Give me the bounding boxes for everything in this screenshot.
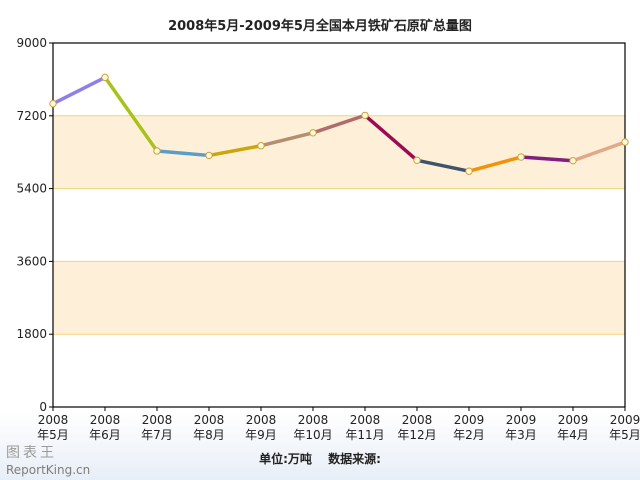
- x-tick-label-month: 年7月: [141, 428, 173, 442]
- series-segment: [415, 158, 471, 173]
- x-tick-label-year: 2008: [402, 413, 433, 427]
- series-segment: [571, 140, 627, 163]
- x-tick-label-year: 2008: [142, 413, 173, 427]
- y-tick-label: 0: [39, 400, 47, 414]
- plot-border: [52, 42, 626, 408]
- x-tick-label-year: 2009: [558, 413, 589, 427]
- series-segment: [311, 113, 367, 135]
- y-tick-label: 1800: [16, 327, 47, 341]
- data-point: [621, 138, 629, 146]
- watermark-logo: 图表王 ReportKing.cn: [6, 442, 90, 477]
- data-point: [309, 129, 317, 137]
- chart-title: 2008年5月-2009年5月全国本月铁矿石原矿总量图: [168, 19, 472, 34]
- series-segment: [103, 75, 159, 153]
- data-point: [257, 142, 265, 150]
- x-tick-label-year: 2009: [506, 413, 537, 427]
- plot-band: [53, 261, 625, 335]
- data-point: [361, 111, 369, 120]
- unit-label: 单位:万吨: [259, 452, 312, 466]
- x-tick-label-year: 2008: [350, 413, 381, 427]
- x-tick-label-year: 2008: [298, 413, 329, 427]
- x-tick-label-year: 2008: [38, 413, 69, 427]
- plot-background: [53, 43, 625, 407]
- series-segment: [155, 149, 211, 158]
- series-segment: [51, 75, 107, 106]
- x-tick-label-year: 2008: [194, 413, 225, 427]
- x-tick-label-month: 年5月: [609, 428, 640, 442]
- y-tick-label: 9000: [16, 36, 47, 50]
- x-tick-label-month: 年3月: [505, 428, 537, 442]
- series-segment: [259, 131, 315, 148]
- x-tick-label-month: 年2月: [453, 428, 485, 442]
- data-point: [205, 151, 213, 160]
- x-tick-label-year: 2009: [610, 413, 640, 427]
- x-tick-label-month: 年4月: [557, 428, 589, 442]
- data-point: [413, 156, 421, 164]
- watermark-cn: 图表王: [6, 445, 57, 461]
- x-tick-label-month: 年5月: [37, 428, 69, 442]
- data-point: [569, 156, 577, 165]
- series-segment: [207, 143, 263, 158]
- source-label: 数据来源:: [328, 452, 381, 466]
- data-point: [465, 167, 473, 175]
- x-tick-label-month: 年10月: [293, 428, 332, 442]
- data-point: [101, 73, 109, 82]
- data-point: [49, 99, 57, 108]
- plot-band: [53, 115, 625, 189]
- x-tick-label-year: 2008: [90, 413, 121, 427]
- x-tick-label-year: 2008: [246, 413, 277, 427]
- y-tick-label: 5400: [16, 182, 47, 196]
- footer-note: 单位:万吨 数据来源:: [0, 450, 640, 467]
- watermark-en: ReportKing.cn: [6, 463, 91, 477]
- x-tick-label-month: 年9月: [245, 428, 277, 442]
- x-tick-label-month: 年8月: [193, 428, 225, 442]
- data-point: [153, 147, 161, 155]
- x-tick-label-month: 年6月: [89, 428, 121, 442]
- data-point: [517, 153, 525, 161]
- series-segment: [519, 155, 575, 163]
- y-tick-label: 7200: [16, 109, 47, 123]
- series-segment: [363, 113, 419, 163]
- series-segment: [467, 155, 523, 173]
- y-tick-label: 3600: [16, 254, 47, 268]
- x-tick-label-month: 年11月: [345, 428, 384, 442]
- x-tick-label-month: 年12月: [397, 428, 436, 442]
- x-tick-label-year: 2009: [454, 413, 485, 427]
